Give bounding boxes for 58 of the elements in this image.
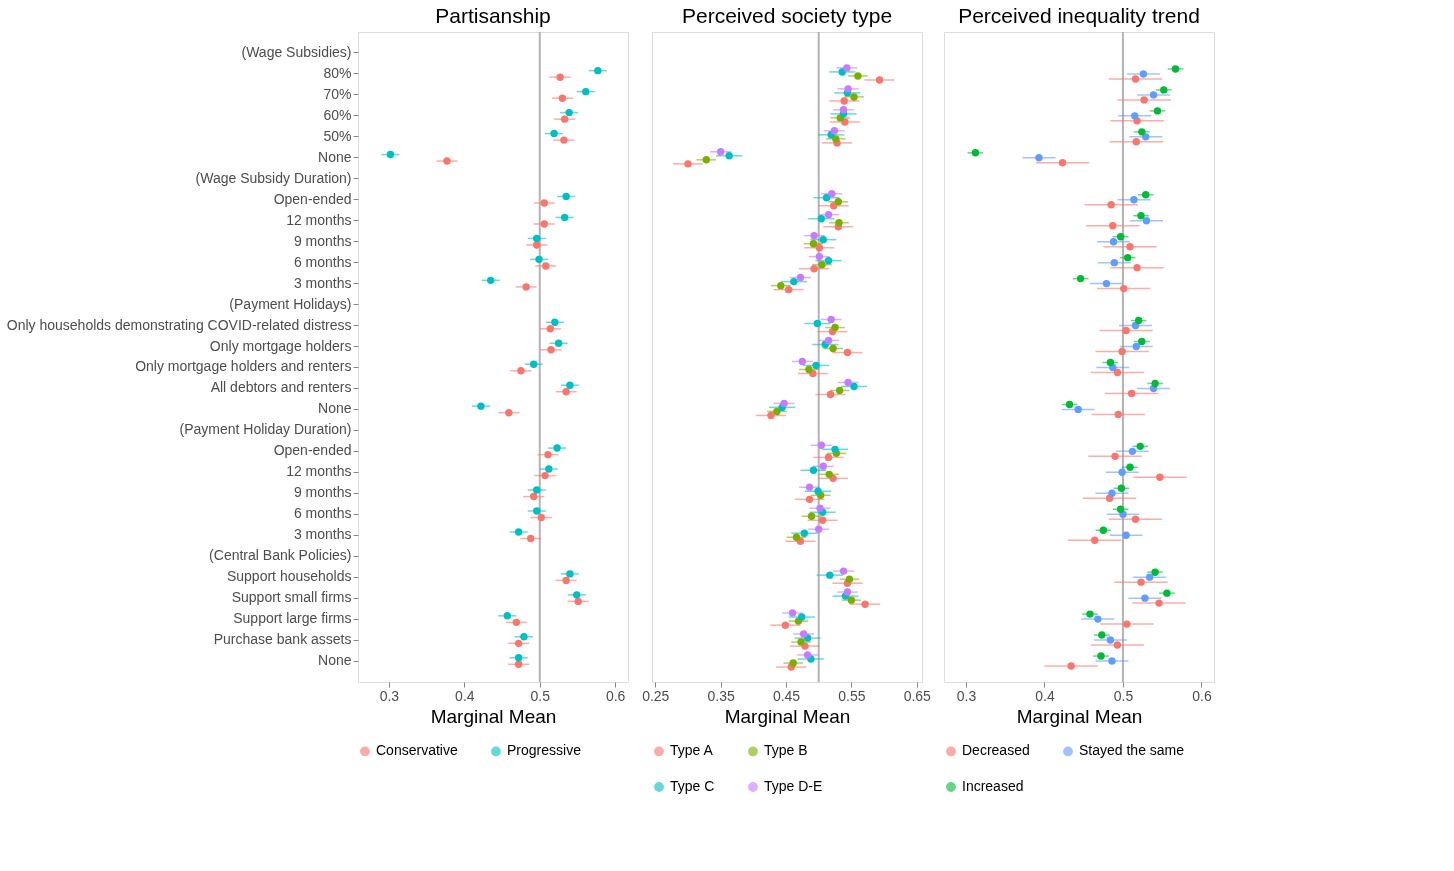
chart-title: Perceived inequality trend (958, 4, 1200, 27)
legend-label: Type A (670, 742, 714, 759)
legend-label: Conservative (376, 742, 458, 759)
x-tick-label: 0.4 (1035, 687, 1055, 704)
x-tick-label: 0.5 (1113, 687, 1134, 704)
x-tick-label: 0.6 (1192, 687, 1212, 704)
y-tick-label: 70% (323, 85, 352, 102)
y-tick-label: Open-ended (273, 190, 352, 207)
legend-label: Progressive (507, 742, 582, 759)
x-tick-label: 0.5 (530, 687, 551, 704)
chart-title: Partisanship (435, 4, 551, 27)
y-tick-label: Support households (226, 568, 352, 585)
y-tick-label: 6 months (293, 505, 352, 522)
x-tick-label: 0.6 (605, 687, 626, 704)
legend-label: Increased (962, 778, 1024, 794)
y-tick-label: None (318, 652, 352, 669)
x-tick-label: 0.3 (379, 687, 400, 704)
legend-label: Type B (764, 742, 808, 759)
x-tick-label: 0.3 (956, 687, 977, 704)
legend-label: Decreased (962, 742, 1030, 759)
x-axis-title: Marginal Mean (1016, 705, 1143, 727)
x-tick-label: 0.4 (455, 687, 475, 704)
x-axis-title: Marginal Mean (724, 705, 851, 727)
x-tick-label: 0.55 (838, 687, 866, 704)
y-tick-label: Only households demonstrating COVID-related distress (6, 316, 352, 333)
x-axis-title: Marginal Mean (430, 705, 557, 727)
y-tick-label: 9 months (293, 232, 352, 249)
y-tick-label: 60% (323, 106, 352, 123)
y-tick-label: Support large firms (233, 610, 352, 627)
y-tick-label: 3 months (293, 526, 352, 543)
legend-label: Type D-E (764, 778, 823, 794)
x-tick-label: 0.45 (772, 687, 801, 704)
y-tick-label: 9 months (293, 484, 352, 501)
y-tick-label: None (318, 148, 352, 165)
y-tick-label: 12 months (286, 211, 352, 228)
y-tick-label: Only mortgage holders and renters (135, 358, 352, 375)
y-tick-label: Purchase bank assets (213, 631, 352, 648)
x-tick-label: 0.25 (642, 687, 670, 704)
y-tick-label: None (318, 400, 352, 417)
x-tick-label: 0.65 (903, 687, 932, 704)
legend-label: Stayed the same (1079, 742, 1185, 759)
y-tick-label: 12 months (286, 463, 352, 480)
y-tick-label: 3 months (293, 274, 352, 291)
y-tick-label: All debtors and renters (210, 379, 352, 396)
y-tick-label: Support small firms (231, 589, 352, 606)
x-tick-label: 0.35 (707, 687, 735, 704)
y-tick-label: 6 months (293, 253, 352, 270)
y-tick-label: (Payment Holidays) (229, 295, 352, 312)
y-tick-label: (Wage Subsidy Duration) (195, 169, 352, 186)
y-tick-label: 80% (323, 64, 352, 81)
y-tick-label: Only mortgage holders (209, 337, 352, 354)
y-tick-label: (Central Bank Policies) (209, 547, 352, 564)
legend-label: Type C (670, 778, 715, 794)
y-tick-label: (Wage Subsidies) (241, 43, 352, 60)
y-tick-label: (Payment Holiday Duration) (179, 421, 352, 438)
chart-title: Perceived society type (681, 4, 893, 27)
y-tick-label: 50% (323, 127, 352, 144)
y-tick-label: Open-ended (273, 442, 352, 459)
